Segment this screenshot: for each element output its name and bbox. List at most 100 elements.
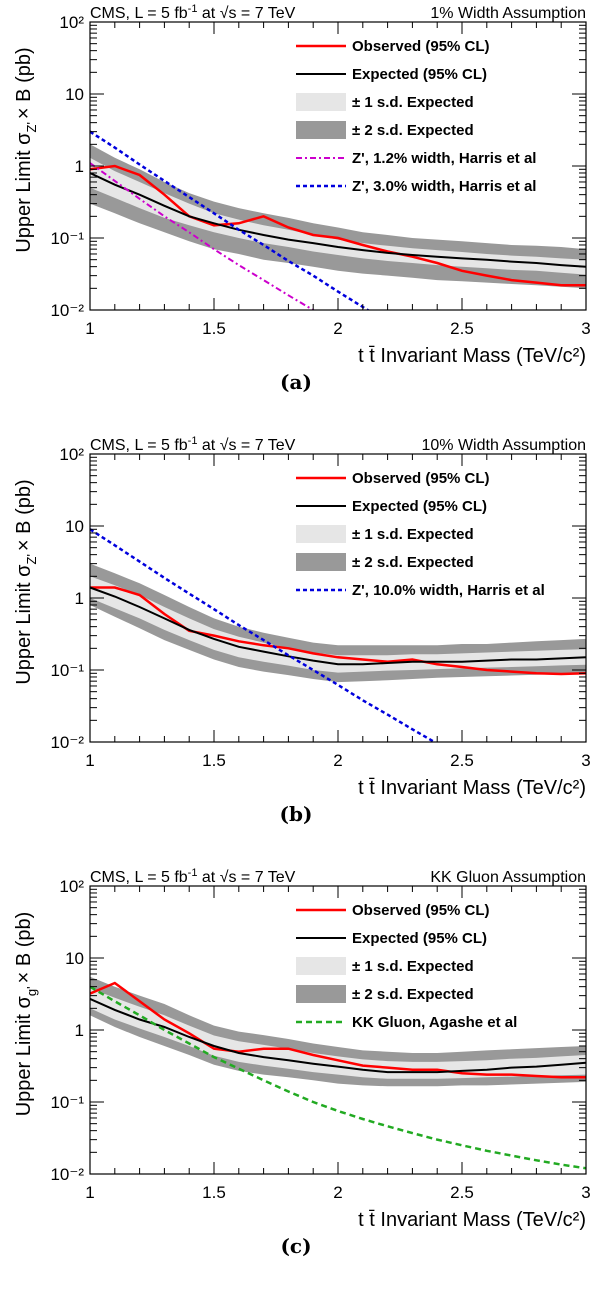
y-axis-label-sub: Z' [24, 122, 39, 132]
x-tick-label: 2.5 [450, 751, 474, 770]
x-tick-label: 2 [333, 319, 342, 338]
y-axis-label-tail: × B (pb) [13, 47, 35, 119]
legend-entry: Z', 1.2% width, Harris et al [352, 150, 536, 167]
legend: Observed (95% CL) Expected (95% CL) ± 1 s.… [296, 902, 517, 1031]
y-tick-label: 1 [75, 157, 84, 176]
y-axis-label-tail: × B (pb) [13, 912, 35, 984]
y-axis-label-tail: × B (pb) [13, 479, 35, 551]
legend-entry: KK Gluon, Agashe et al [352, 1014, 517, 1031]
x-axis-label: t t̄ Invariant Mass (TeV/c²) [358, 777, 586, 799]
legend-entry: Expected (95% CL) [352, 930, 487, 947]
series-line-3 [90, 162, 316, 310]
legend-entry: Z', 10.0% width, Harris et al [352, 582, 545, 599]
series-line-2 [90, 586, 586, 666]
header-left-tail: at √s = 7 TeV [197, 437, 295, 454]
header-left: CMS, L = 5 fb-1 at √s = 7 TeV [90, 867, 296, 886]
x-tick-label: 1.5 [202, 751, 226, 770]
x-axis-label: t t̄ Invariant Mass (TeV/c²) [358, 1209, 586, 1231]
y-tick-label: 1 [75, 1021, 84, 1040]
y-axis-label-sub: Z' [24, 554, 39, 564]
legend-entry: Expected (95% CL) [352, 498, 487, 515]
legend-entry: Expected (95% CL) [352, 66, 487, 83]
y-tick-label: 10 [65, 85, 84, 104]
band-2sd [90, 563, 586, 683]
legend-entry: ± 2 s.d. Expected [352, 986, 474, 1003]
series-line-4 [90, 130, 371, 310]
legend: Observed (95% CL) Expected (95% CL) ± 1 s.… [296, 38, 536, 195]
x-tick-label: 2.5 [450, 1183, 474, 1202]
legend-entry: ± 2 s.d. Expected [352, 122, 474, 139]
y-axis-label-main: Upper Limit σ [13, 132, 35, 253]
series-line-3 [90, 985, 586, 1170]
chart-title: KK Gluon Assumption [430, 869, 586, 886]
series-line-1 [90, 586, 586, 676]
header-left-tail: at √s = 7 TeV [197, 869, 295, 886]
header-left-sup: -1 [188, 867, 198, 879]
header-left-main: CMS, L = 5 fb [90, 869, 188, 886]
legend-swatch-band [296, 985, 346, 1003]
plot-area [90, 528, 586, 742]
header-left: CMS, L = 5 fb-1 at √s = 7 TeV [90, 435, 296, 454]
y-tick-label: 10² [59, 13, 84, 32]
series-line-1 [90, 981, 586, 1079]
legend-entry: Z', 3.0% width, Harris et al [352, 178, 536, 195]
y-tick-label: 1 [75, 589, 84, 608]
chart-title: 1% Width Assumption [430, 5, 586, 22]
y-axis-label: Upper Limit σZ' × B (pb) [13, 47, 39, 252]
x-tick-label: 1.5 [202, 1183, 226, 1202]
x-tick-label: 1 [85, 751, 94, 770]
x-tick-label: 3 [581, 319, 590, 338]
y-tick-label: 10² [59, 877, 84, 896]
legend-swatch-band [296, 553, 346, 571]
legend-entry: Observed (95% CL) [352, 902, 490, 919]
y-tick-label: 10 [65, 517, 84, 536]
x-tick-label: 1 [85, 319, 94, 338]
x-tick-label: 3 [581, 1183, 590, 1202]
x-tick-label: 3 [581, 751, 590, 770]
series-line-2 [90, 172, 586, 268]
panel-caption: (b) [280, 802, 313, 826]
panel-caption: (a) [280, 370, 312, 394]
x-axis-label: t t̄ Invariant Mass (TeV/c²) [358, 345, 586, 367]
legend-swatch-band [296, 525, 346, 543]
legend-swatch-band [296, 93, 346, 111]
chart-panel-1: 1 1.5 2 2.5 3 10⁻² 10⁻¹ 1 10 10² CMS, L = 5 fb-1 a… [13, 3, 591, 394]
legend-entry: ± 1 s.d. Expected [352, 958, 474, 975]
y-tick-label: 10⁻¹ [50, 1093, 84, 1112]
legend-swatch-band [296, 121, 346, 139]
x-tick-label: 1.5 [202, 319, 226, 338]
y-axis-label-sub: g' [24, 986, 39, 996]
header-left: CMS, L = 5 fb-1 at √s = 7 TeV [90, 3, 296, 22]
header-left-main: CMS, L = 5 fb [90, 5, 188, 22]
header-left-sup: -1 [188, 3, 198, 15]
y-tick-label: 10⁻² [50, 301, 84, 320]
series-line-3 [90, 528, 437, 742]
plot-area [90, 130, 586, 310]
header-left-main: CMS, L = 5 fb [90, 437, 188, 454]
y-tick-label: 10⁻² [50, 1165, 84, 1184]
legend-entry: ± 1 s.d. Expected [352, 94, 474, 111]
plot-area [90, 976, 586, 1170]
y-tick-label: 10 [65, 949, 84, 968]
legend-entry: ± 1 s.d. Expected [352, 526, 474, 543]
y-tick-label: 10⁻¹ [50, 229, 84, 248]
x-tick-label: 1 [85, 1183, 94, 1202]
x-tick-label: 2 [333, 751, 342, 770]
y-axis-label-main: Upper Limit σ [13, 995, 35, 1116]
legend-swatch-band [296, 957, 346, 975]
y-axis-label-main: Upper Limit σ [13, 564, 35, 685]
legend-entry: Observed (95% CL) [352, 470, 490, 487]
chart-title: 10% Width Assumption [421, 437, 586, 454]
x-tick-label: 2.5 [450, 319, 474, 338]
y-tick-label: 10⁻¹ [50, 661, 84, 680]
y-axis-label: Upper Limit σg' × B (pb) [13, 912, 39, 1117]
header-left-tail: at √s = 7 TeV [197, 5, 295, 22]
series-line-1 [90, 164, 586, 287]
y-tick-label: 10⁻² [50, 733, 84, 752]
chart-panel-2: 1 1.5 2 2.5 3 10⁻² 10⁻¹ 1 10 10² CMS, L = 5 fb-1 a… [13, 435, 591, 826]
y-tick-label: 10² [59, 445, 84, 464]
legend: Observed (95% CL) Expected (95% CL) ± 1 s.… [296, 470, 545, 599]
series-line-2 [90, 997, 586, 1074]
legend-entry: Observed (95% CL) [352, 38, 490, 55]
